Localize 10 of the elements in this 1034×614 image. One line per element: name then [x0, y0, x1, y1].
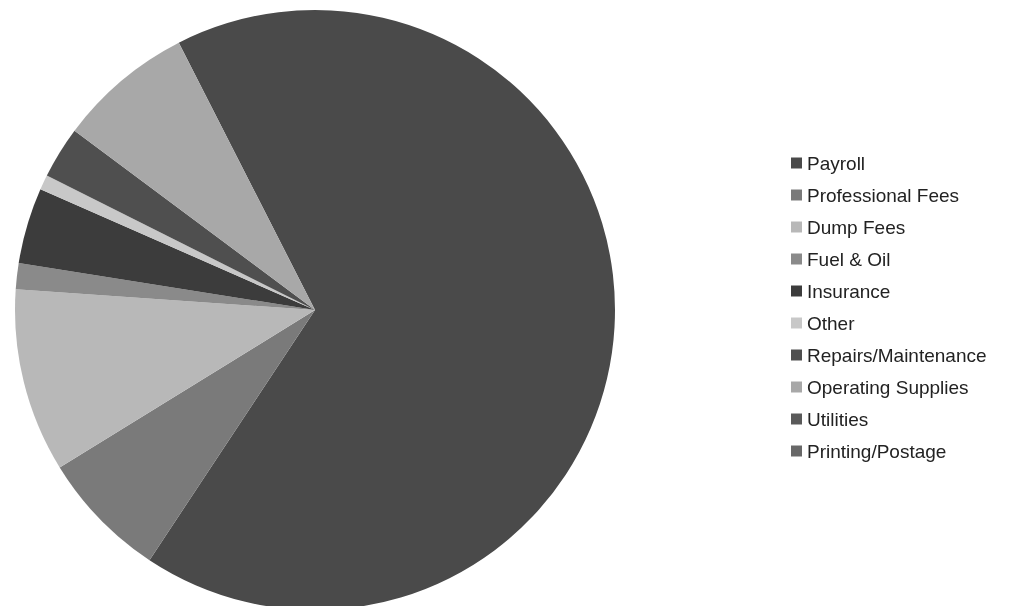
legend-label: Repairs/Maintenance [807, 344, 987, 366]
legend-label: Other [807, 312, 856, 334]
legend-label: Utilities [807, 408, 869, 430]
legend-label: Professional Fees [807, 184, 960, 206]
legend-label: Fuel & Oil [807, 248, 891, 270]
legend-label: Dump Fees [807, 216, 906, 238]
legend-label: Payroll [807, 152, 866, 174]
legend-label: Operating Supplies [807, 376, 969, 398]
legend-label: Printing/Postage [807, 440, 947, 462]
legend-label: Insurance [807, 280, 891, 302]
